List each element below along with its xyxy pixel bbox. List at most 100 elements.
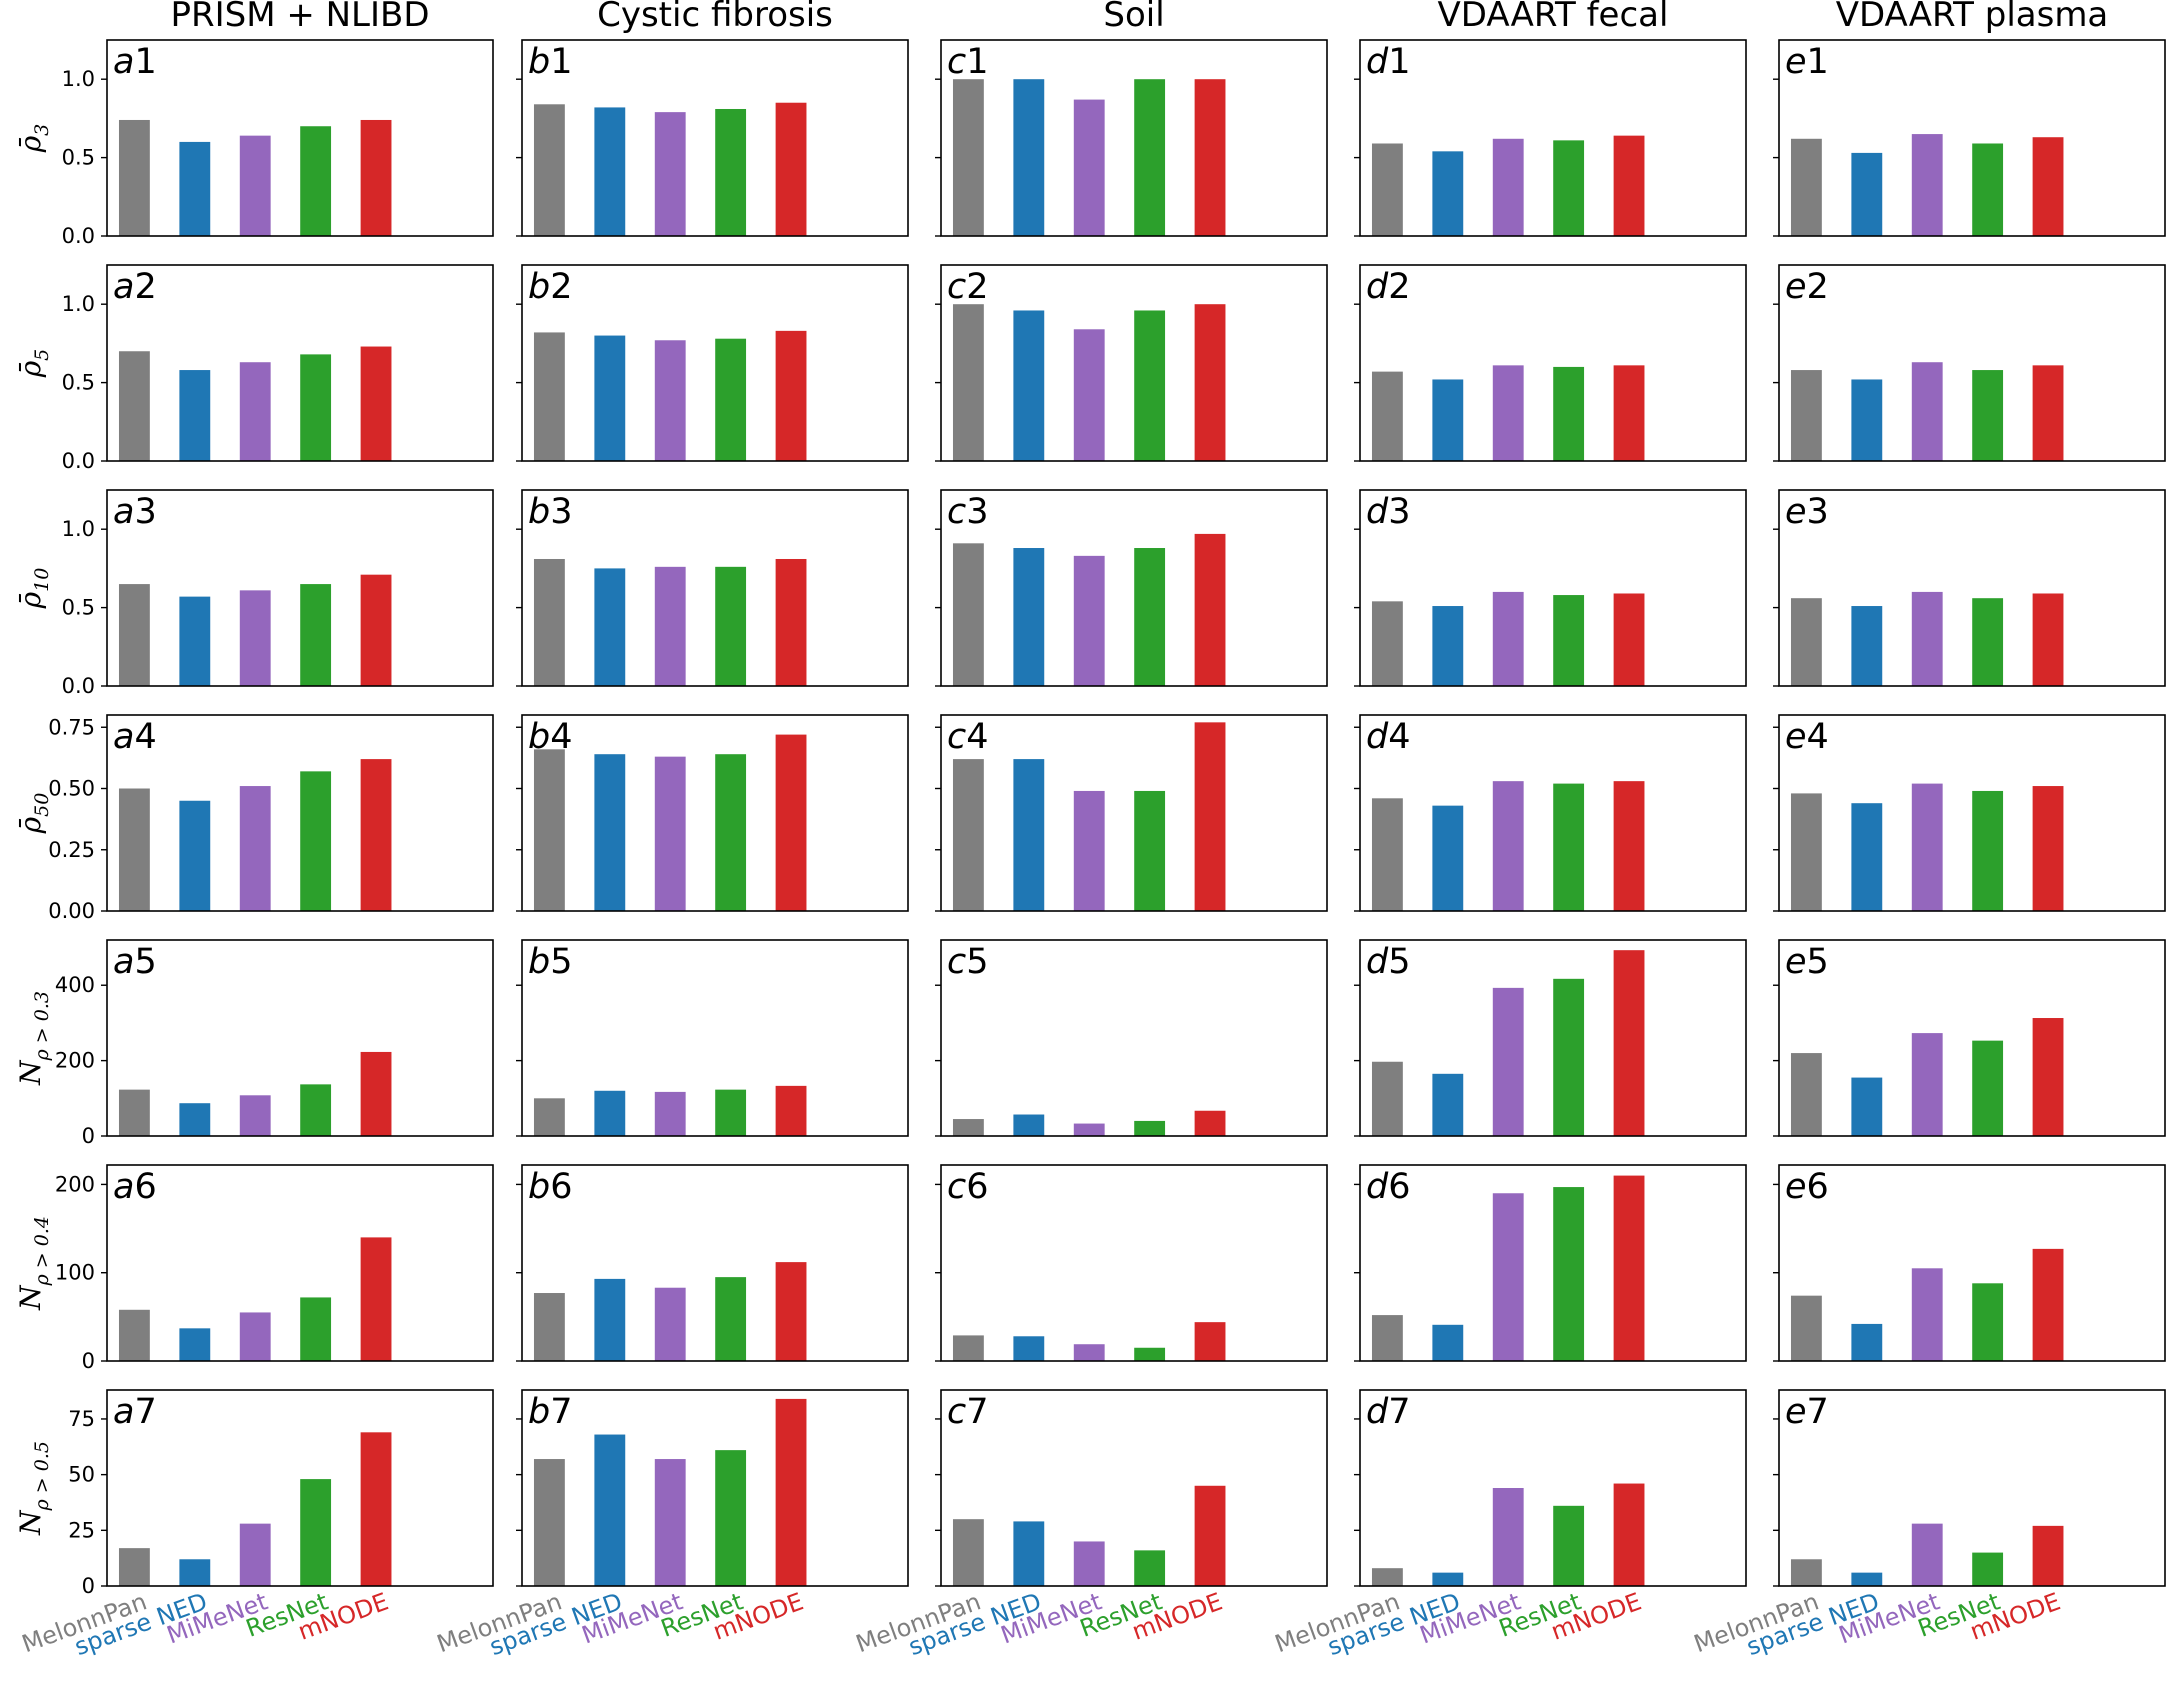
- y-tick-label: 0.5: [62, 596, 95, 620]
- bar-mnode: [360, 759, 392, 911]
- bar-mnode: [1613, 1483, 1645, 1586]
- panel-d3: d3: [1354, 489, 1747, 687]
- panel-frame: [1359, 1164, 1747, 1362]
- bar-melonnpan: [533, 1459, 565, 1586]
- panel-number: 4: [550, 717, 572, 757]
- bar-melonnpan: [533, 104, 565, 237]
- panel-label: a4: [113, 717, 157, 757]
- bar-resnet: [1553, 595, 1585, 686]
- bar-mnode: [1613, 781, 1645, 911]
- y-tick-label: 25: [68, 1518, 95, 1542]
- bar-sparse-ned: [1851, 152, 1883, 236]
- bar-resnet: [715, 566, 747, 686]
- panel-frame: [1778, 1389, 2166, 1587]
- y-tick-label: 0.0: [62, 674, 95, 698]
- bar-resnet: [1972, 598, 2004, 686]
- bar-mimenet: [1492, 138, 1524, 236]
- bar-sparse-ned: [594, 1090, 626, 1136]
- panel-frame: [106, 939, 494, 1137]
- bar-sparse-ned: [1851, 1572, 1883, 1586]
- y-axis-label-row-4: ρ̄50: [14, 793, 53, 835]
- panel-frame: [940, 939, 1328, 1137]
- panel-number: 4: [1807, 717, 1829, 757]
- bar-melonnpan: [952, 1519, 984, 1586]
- panel-d5: d5: [1354, 939, 1747, 1137]
- y-tick-label: 0.00: [48, 899, 95, 923]
- bar-sparse-ned: [179, 596, 211, 686]
- bar-mnode: [1194, 304, 1226, 461]
- column-title-c: Soil: [1103, 0, 1164, 35]
- panel-label: c6: [947, 1167, 989, 1207]
- y-axis-label-base: N: [14, 1284, 47, 1311]
- bar-melonnpan: [1371, 1315, 1403, 1361]
- panel-frame: [1778, 264, 2166, 462]
- bar-melonnpan: [533, 558, 565, 686]
- panel-b1: b1: [516, 39, 909, 237]
- panel-label: b4: [528, 717, 573, 757]
- y-tick-label: 0: [82, 1574, 95, 1598]
- bar-sparse-ned: [594, 1278, 626, 1361]
- panel-b6: b6: [516, 1164, 909, 1362]
- panel-letter: d: [1366, 1392, 1389, 1432]
- y-axis-label-subscript: ρ > 0.5: [31, 1441, 53, 1511]
- panel-number: 5: [134, 942, 156, 982]
- panel-label: b2: [528, 267, 573, 307]
- bar-sparse-ned: [179, 370, 211, 461]
- panel-label: e2: [1785, 267, 1829, 307]
- bar-sparse-ned: [1432, 379, 1464, 461]
- panel-number: 6: [550, 1167, 572, 1207]
- panel-letter: b: [528, 1392, 550, 1432]
- panel-c4: c4: [935, 714, 1328, 912]
- bar-resnet: [300, 1084, 332, 1136]
- column-title-e: VDAART plasma: [1836, 0, 2109, 35]
- bar-melonnpan: [952, 759, 984, 911]
- panel-e2: e2: [1773, 264, 2166, 462]
- bar-melonnpan: [1790, 1053, 1822, 1136]
- panel-label: d4: [1366, 717, 1411, 757]
- bar-melonnpan: [952, 304, 984, 461]
- panel-label: a2: [113, 267, 157, 307]
- panel-letter: a: [113, 267, 134, 307]
- y-tick-label: 0: [82, 1124, 95, 1148]
- bar-sparse-ned: [179, 1328, 211, 1361]
- bar-mimenet: [1073, 555, 1105, 686]
- bar-resnet: [1972, 370, 2004, 461]
- panel-frame: [521, 39, 909, 237]
- bar-resnet: [300, 1479, 332, 1586]
- panel-frame: [940, 489, 1328, 687]
- bar-resnet: [1134, 790, 1166, 911]
- y-tick-label: 200: [55, 1172, 95, 1196]
- panel-frame: [940, 714, 1328, 912]
- y-tick-label: 0.50: [48, 777, 95, 801]
- panel-label: c3: [947, 492, 989, 532]
- bar-mimenet: [239, 135, 271, 236]
- panel-frame: [106, 489, 494, 687]
- bar-mnode: [360, 346, 392, 461]
- panel-letter: a: [113, 717, 134, 757]
- bar-melonnpan: [1790, 1295, 1822, 1361]
- panel-frame: [106, 714, 494, 912]
- panel-label: c4: [947, 717, 989, 757]
- bar-sparse-ned: [1851, 803, 1883, 911]
- panel-c3: c3: [935, 489, 1328, 687]
- bar-sparse-ned: [1851, 1077, 1883, 1136]
- bar-mnode: [360, 1432, 392, 1586]
- bar-sparse-ned: [1013, 1521, 1045, 1586]
- bar-resnet: [1972, 1552, 2004, 1586]
- panel-letter: a: [113, 42, 134, 82]
- bar-sparse-ned: [179, 800, 211, 911]
- bar-resnet: [300, 1297, 332, 1361]
- bar-mnode: [1194, 1322, 1226, 1361]
- panel-letter: c: [947, 942, 966, 982]
- bar-sparse-ned: [1432, 1073, 1464, 1136]
- bar-mimenet: [1492, 1193, 1524, 1361]
- panel-frame: [940, 1389, 1328, 1587]
- bar-melonnpan: [1371, 143, 1403, 236]
- y-axis-label-subscript: 3: [31, 124, 53, 136]
- panel-number: 4: [1388, 717, 1410, 757]
- panel-label: a6: [113, 1167, 157, 1207]
- bar-melonnpan: [118, 1548, 150, 1586]
- bar-sparse-ned: [1432, 151, 1464, 236]
- bar-sparse-ned: [1013, 1114, 1045, 1136]
- panel-label: e3: [1785, 492, 1829, 532]
